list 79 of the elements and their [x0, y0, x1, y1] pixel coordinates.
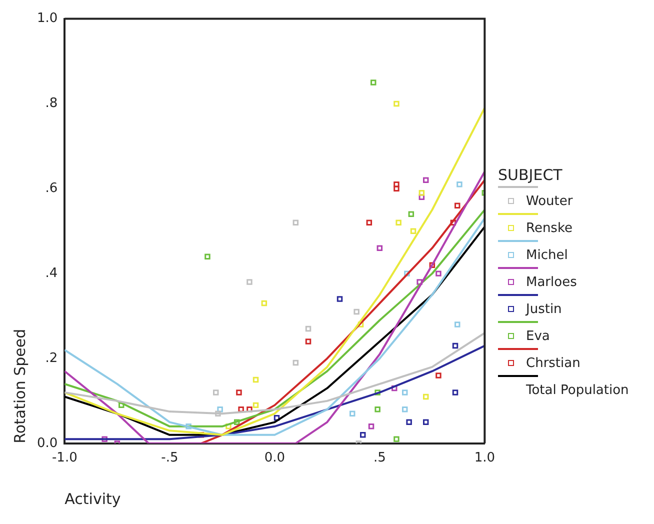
point — [394, 436, 400, 442]
point — [456, 182, 462, 188]
point — [226, 424, 232, 430]
point — [246, 406, 252, 412]
point — [454, 322, 460, 328]
legend-label: Renske — [526, 220, 573, 236]
point — [358, 322, 364, 328]
legend-label: Wouter — [526, 194, 573, 208]
point — [236, 390, 242, 396]
legend-label: Total Population — [526, 382, 629, 398]
y-tick-label: .4 — [45, 266, 58, 281]
point — [396, 220, 402, 226]
point — [402, 406, 408, 412]
legend-label: Justin — [526, 302, 562, 316]
point — [391, 385, 398, 392]
legend-label: Michel — [526, 248, 568, 262]
point — [102, 436, 108, 442]
point — [349, 410, 356, 417]
point — [217, 406, 223, 412]
point — [429, 262, 436, 268]
point — [368, 424, 374, 430]
point — [422, 394, 429, 400]
point — [274, 415, 280, 421]
point — [305, 326, 312, 332]
legend-title: SUBJECT — [498, 166, 564, 184]
point — [118, 402, 124, 408]
point — [366, 220, 372, 226]
point — [418, 190, 425, 196]
point — [376, 245, 383, 251]
point — [422, 419, 429, 426]
point — [213, 390, 219, 396]
x-tick-label: -.5 — [161, 450, 178, 466]
x-tick-label: .5 — [373, 450, 386, 466]
legend-label: Marloes — [526, 274, 577, 290]
point — [454, 202, 460, 208]
point — [418, 194, 425, 200]
point — [416, 279, 422, 285]
point — [246, 279, 252, 285]
point — [410, 228, 416, 234]
point — [436, 270, 442, 276]
point — [354, 308, 360, 315]
point — [215, 410, 221, 417]
point — [374, 406, 380, 412]
legend-label: Chrstian — [526, 356, 580, 370]
point — [360, 432, 366, 438]
point — [402, 390, 408, 396]
x-axis-title: Activity — [64, 490, 121, 508]
point — [406, 419, 412, 426]
point — [422, 177, 429, 184]
point — [452, 342, 458, 349]
point — [374, 390, 380, 396]
y-tick-label: .2 — [45, 350, 58, 366]
point — [292, 360, 299, 366]
y-tick-label: .8 — [45, 96, 58, 112]
y-tick-label: 1.0 — [36, 11, 58, 26]
point — [336, 296, 343, 302]
point — [452, 390, 458, 396]
point — [292, 220, 299, 226]
legend-label: Eva — [526, 328, 550, 344]
point — [261, 300, 268, 306]
x-tick-label: 1.0 — [474, 450, 496, 466]
point — [436, 372, 442, 378]
x-tick-label: -1.0 — [52, 450, 78, 466]
point — [408, 211, 414, 217]
point — [234, 419, 240, 426]
point — [394, 182, 400, 188]
y-axis-title: Rotation Speed — [10, 328, 29, 444]
x-tick-label: 0.0 — [264, 450, 286, 466]
point — [305, 338, 312, 344]
point — [252, 376, 259, 383]
point — [252, 402, 259, 408]
y-tick-label: 0.0 — [36, 436, 58, 451]
point — [404, 270, 410, 276]
point — [394, 186, 400, 192]
point — [394, 100, 400, 107]
y-tick-label: .6 — [45, 181, 58, 196]
point — [370, 80, 376, 86]
point — [204, 254, 210, 260]
point — [186, 424, 192, 430]
